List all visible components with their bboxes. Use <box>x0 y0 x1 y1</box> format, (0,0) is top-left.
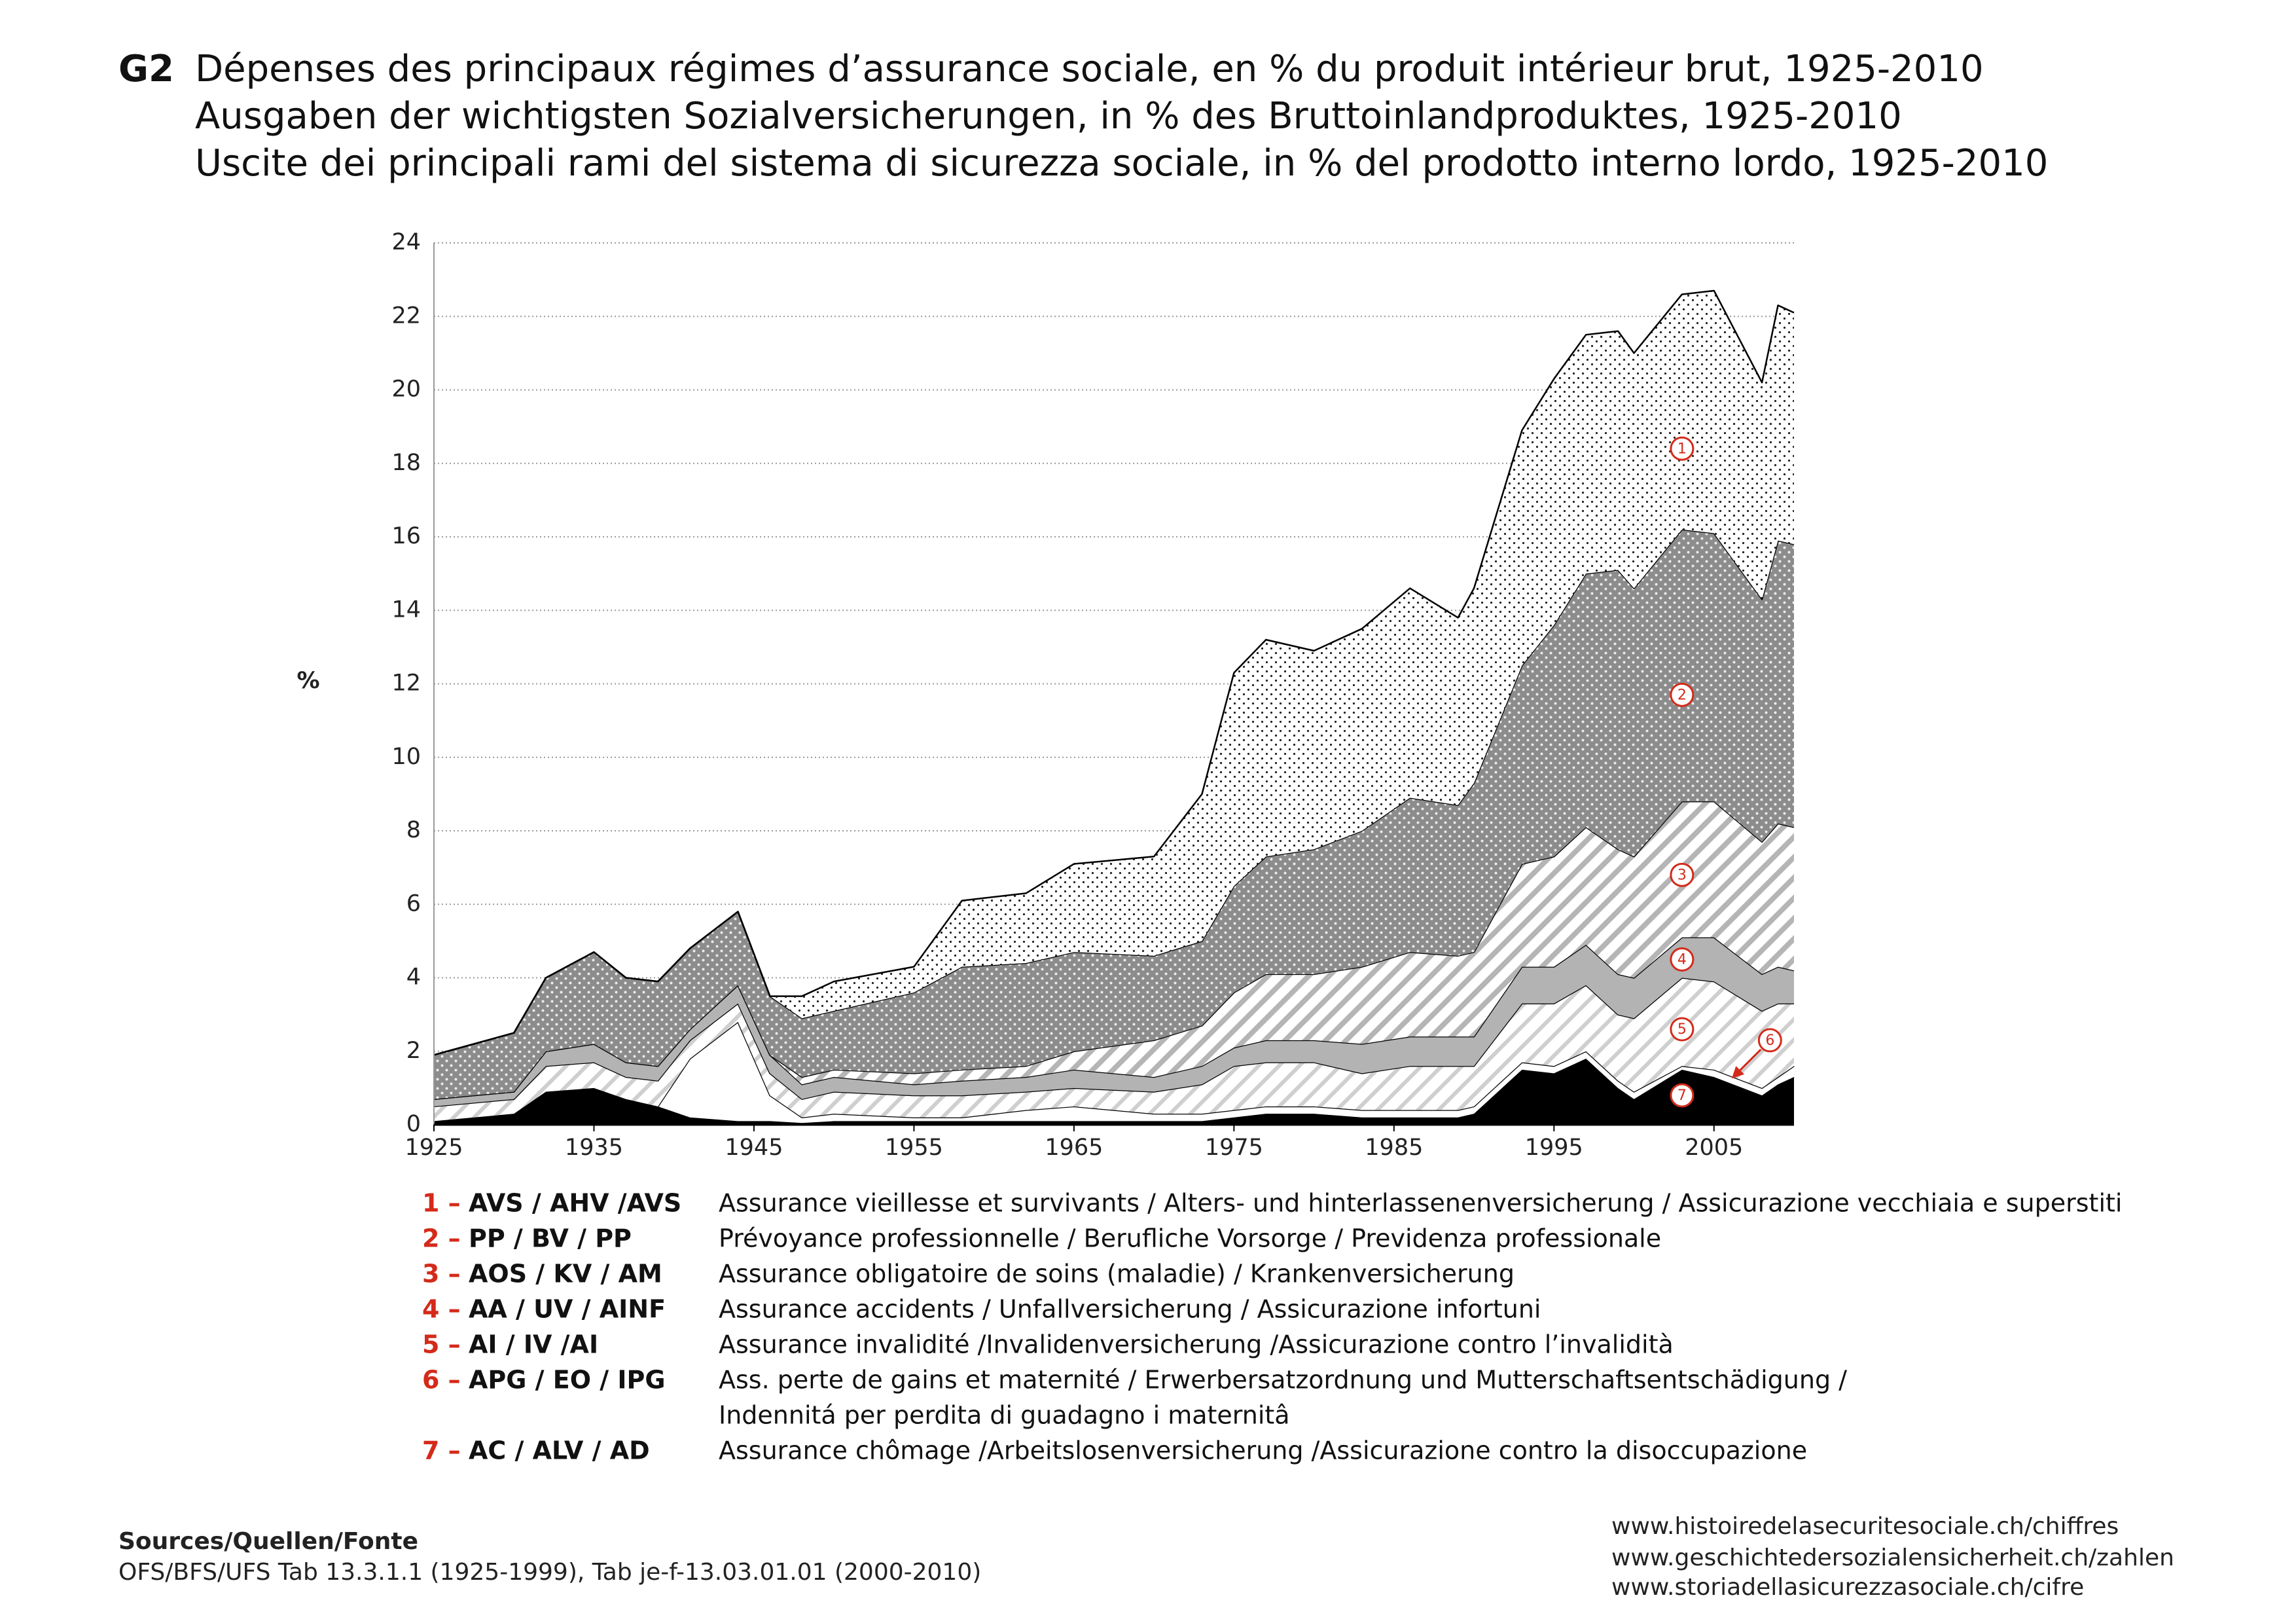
legend-key: 2 – <box>422 1224 461 1253</box>
area <box>434 1058 1794 1125</box>
sources-title: Sources/Quellen/Fonte <box>118 1528 418 1555</box>
marker-circle <box>1670 682 1695 707</box>
legend-name: AC / ALV / AD <box>469 1436 650 1465</box>
area <box>434 290 1794 1055</box>
marker-label: 4 <box>1677 951 1687 968</box>
x-tick-label: 1995 <box>1525 1135 1583 1161</box>
legend-description: Assurance chômage /Arbeitslosenversicher… <box>719 1436 1807 1465</box>
link: www.storiadellasicurezzasociale.ch/cifre <box>1611 1574 2084 1601</box>
legend-name: APG / EO / IPG <box>469 1366 666 1395</box>
marker-arrow <box>1731 1048 1762 1079</box>
marker-circle <box>1670 947 1695 972</box>
x-tick-label: 1945 <box>725 1135 783 1161</box>
legend-description: Assurance vieillesse et survivants / Alt… <box>719 1189 2122 1218</box>
y-tick-label: 2 <box>406 1038 421 1064</box>
y-tick-label: 24 <box>391 229 421 255</box>
marker-circle <box>1670 436 1695 461</box>
area-outline <box>433 1057 1795 1124</box>
legend-key: 4 – <box>422 1295 461 1324</box>
marker-circle <box>1757 1028 1782 1053</box>
area <box>434 1021 1794 1123</box>
legend-name: AA / UV / AINF <box>469 1295 666 1324</box>
legend-description: Ass. perte de gains et maternité / Erwer… <box>719 1366 1847 1395</box>
marker-circle <box>1670 1017 1695 1042</box>
y-tick-label: 14 <box>391 596 421 623</box>
area <box>434 801 1794 1099</box>
link: www.geschichtedersozialensicherheit.ch/z… <box>1611 1544 2174 1571</box>
y-tick-label: 20 <box>391 376 421 403</box>
chart-subtitle: Uscite dei principali rami del sistema d… <box>195 142 2048 185</box>
legend-description: Assurance obligatoire de soins (maladie)… <box>719 1260 1515 1288</box>
y-tick-label: 0 <box>406 1111 421 1137</box>
legend-description: Prévoyance professionnelle / Berufliche … <box>719 1224 1661 1253</box>
legend-key: 5 – <box>422 1330 461 1359</box>
legend-description: Assurance invalidité /Invalidenversicher… <box>719 1330 1674 1359</box>
marker-label: 3 <box>1677 867 1687 883</box>
x-tick-label: 1975 <box>1205 1135 1263 1161</box>
y-tick-label: 6 <box>406 890 421 917</box>
legend-description: Assurance accidents / Unfallversicherung… <box>719 1295 1541 1324</box>
legend-description: Indennitá per perdita di guadagno i mate… <box>719 1401 1290 1430</box>
marker-circle <box>1670 1083 1695 1108</box>
y-tick-label: 4 <box>406 964 421 991</box>
sources: OFS/BFS/UFS Tab 13.3.1.1 (1925-1999), Ta… <box>118 1559 981 1586</box>
y-tick-label: 16 <box>391 523 421 549</box>
y-tick-label: 8 <box>406 817 421 843</box>
legend-key: 6 – <box>422 1366 461 1395</box>
marker-label: 5 <box>1677 1021 1687 1038</box>
marker-label: 7 <box>1677 1087 1687 1104</box>
x-tick-label: 1955 <box>885 1135 943 1161</box>
legend-key: 3 – <box>422 1260 461 1288</box>
legend-key: 1 – <box>422 1189 461 1218</box>
y-tick-label: 12 <box>391 670 421 697</box>
area-outline <box>433 289 1795 1056</box>
y-axis-label: % <box>296 668 319 694</box>
title-code: G2 <box>118 48 174 90</box>
area <box>434 529 1794 1099</box>
link: www.histoiredelasecuritesociale.ch/chiff… <box>1611 1513 2119 1540</box>
x-tick-label: 1985 <box>1365 1135 1423 1161</box>
x-tick-label: 1965 <box>1045 1135 1103 1161</box>
y-tick-label: 18 <box>391 450 421 476</box>
x-tick-label: 2005 <box>1685 1135 1743 1161</box>
legend-name: PP / BV / PP <box>469 1224 632 1253</box>
legend-name: AI / IV /AI <box>469 1330 598 1359</box>
legend-name: AVS / AHV /AVS <box>469 1189 681 1218</box>
marker-label: 1 <box>1677 441 1687 457</box>
legend-name: AOS / KV / AM <box>469 1260 662 1288</box>
x-tick-label: 1925 <box>404 1135 463 1161</box>
y-tick-label: 22 <box>391 302 421 329</box>
legend-key: 7 – <box>422 1436 461 1465</box>
chart-subtitle: Ausgaben der wichtigsten Sozialversicher… <box>195 95 1902 137</box>
area <box>434 977 1794 1122</box>
x-tick-label: 1935 <box>565 1135 623 1161</box>
area <box>434 937 1794 1106</box>
marker-circle <box>1670 862 1695 887</box>
marker-label: 6 <box>1765 1032 1774 1049</box>
y-tick-label: 10 <box>391 744 421 770</box>
chart-title: Dépenses des principaux régimes d’assura… <box>195 48 1984 90</box>
marker-label: 2 <box>1677 687 1687 703</box>
